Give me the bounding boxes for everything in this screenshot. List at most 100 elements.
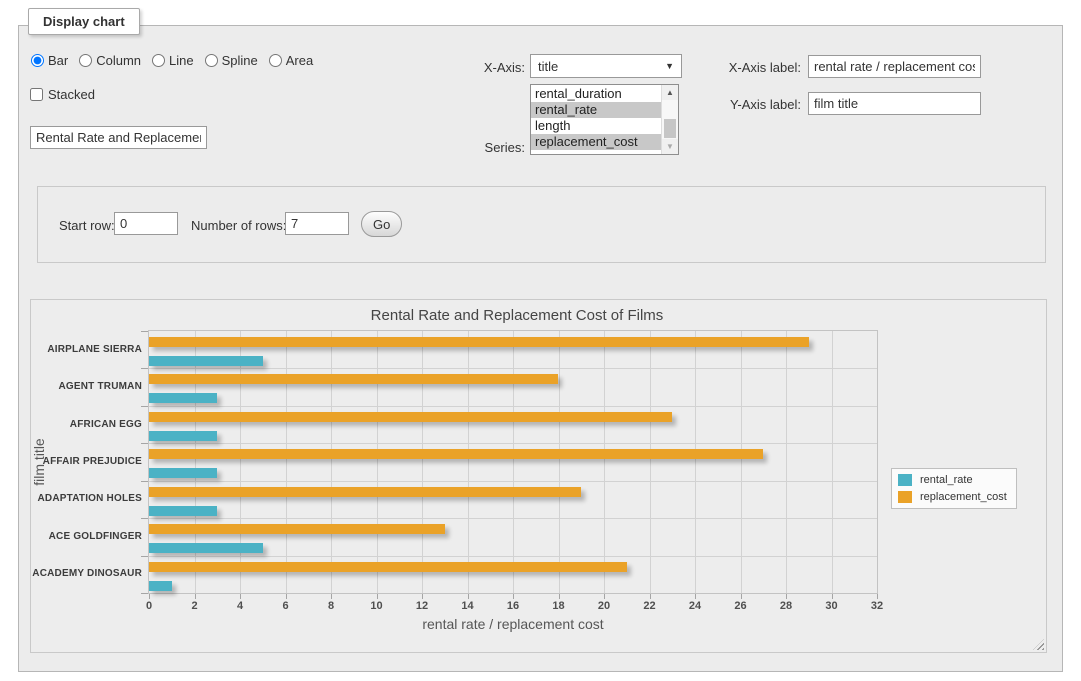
- number-of-rows-label: Number of rows:: [191, 218, 287, 233]
- x-axis-select-value: title: [538, 58, 559, 74]
- y-axis-label-field-label: Y-Axis label:: [729, 97, 801, 112]
- category-label: ADAPTATION HOLES: [37, 493, 142, 505]
- bar-replacement_cost: [149, 524, 445, 535]
- gridline-vertical: [513, 331, 514, 593]
- x-axis-tick-label: 30: [825, 600, 838, 612]
- chart-legend: rental_rate replacement_cost: [891, 468, 1017, 509]
- chart-type-label: Column: [96, 53, 142, 68]
- stacked-checkbox[interactable]: [30, 88, 43, 101]
- number-of-rows-input[interactable]: [285, 212, 349, 235]
- gridline-vertical: [331, 331, 332, 593]
- category-label: ACE GOLDFINGER: [48, 530, 142, 542]
- chart-type-option-area[interactable]: Area: [268, 53, 314, 68]
- x-axis-tick-label: 0: [145, 600, 153, 612]
- legend-swatch-replacement_cost: [898, 491, 912, 503]
- chart-type-label: Line: [169, 53, 194, 68]
- legend-entry-rental_rate: rental_rate: [898, 474, 1007, 486]
- legend-label: rental_rate: [920, 474, 973, 486]
- scroll-up-icon[interactable]: ▲: [662, 85, 678, 100]
- x-axis-tick-label: 26: [734, 600, 747, 612]
- gridline-vertical: [740, 331, 742, 593]
- x-axis-tick: [194, 594, 196, 599]
- stacked-label: Stacked: [48, 87, 95, 102]
- series-option-rental_duration[interactable]: rental_duration: [535, 86, 622, 101]
- gridline-horizontal: [149, 405, 877, 407]
- chart-type-radio-bar[interactable]: [31, 54, 44, 67]
- y-axis-tick: [141, 443, 148, 445]
- y-axis-tick: [141, 331, 148, 332]
- series-option-replacement_cost[interactable]: replacement_cost: [531, 134, 661, 150]
- resize-handle-icon[interactable]: [1033, 639, 1044, 650]
- chart-type-radio-area[interactable]: [268, 54, 282, 67]
- chart-type-option-spline[interactable]: Spline: [204, 53, 258, 68]
- x-axis-tick: [149, 594, 150, 599]
- y-axis-tick: [141, 405, 148, 407]
- chart-container: Rental Rate and Replacement Cost of Film…: [30, 299, 1047, 653]
- gridline-vertical: [285, 331, 287, 593]
- chart-type-label: Area: [285, 53, 314, 68]
- chart-type-label: Bar: [48, 53, 69, 68]
- y-axis-tick: [141, 593, 148, 594]
- x-axis-tick: [740, 594, 742, 599]
- rows-panel: [37, 186, 1046, 263]
- legend-entry-replacement_cost: replacement_cost: [898, 491, 1007, 503]
- category-label: ACADEMY DINOSAUR: [32, 568, 142, 580]
- chart-type-radio-column[interactable]: [79, 54, 93, 67]
- bar-replacement_cost: [149, 561, 627, 572]
- series-option-length[interactable]: length: [535, 118, 571, 133]
- gridline-horizontal: [149, 480, 877, 482]
- gridline-vertical: [649, 331, 651, 593]
- gridline-horizontal: [149, 555, 877, 557]
- chart-type-option-line[interactable]: Line: [152, 53, 194, 68]
- dropdown-arrow-icon: ▼: [665, 61, 674, 71]
- bar-replacement_cost: [149, 411, 673, 422]
- series-option-rental_rate[interactable]: rental_rate: [531, 102, 661, 118]
- x-axis-tick-label: 28: [779, 600, 793, 612]
- chart-type-radio-line[interactable]: [152, 54, 166, 67]
- start-row-input[interactable]: [114, 212, 178, 235]
- x-axis-label-input[interactable]: [808, 55, 981, 78]
- x-axis-tick-label: 4: [236, 600, 244, 612]
- gridline-vertical: [240, 331, 241, 593]
- stacked-option[interactable]: Stacked: [30, 87, 95, 102]
- bar-rental_rate: [149, 505, 218, 516]
- series-listbox[interactable]: rental_duration rental_rate length replacem…: [530, 84, 679, 155]
- fieldset-legend: Display chart: [28, 8, 140, 35]
- chart-title-input[interactable]: [30, 126, 207, 149]
- scrollbar-thumb[interactable]: [664, 119, 676, 138]
- chart-type-option-bar[interactable]: Bar: [31, 53, 68, 68]
- x-axis-tick: [786, 594, 787, 599]
- gridline-vertical: [422, 331, 423, 593]
- chart-canvas: AIRPLANE SIERRA AGENT TRUMAN AFRICAN EGG AF…: [31, 300, 1046, 652]
- bar-rental_rate: [149, 430, 218, 441]
- x-axis-tick: [422, 594, 423, 599]
- y-axis-title: film title: [31, 438, 47, 486]
- x-axis-tick: [285, 594, 287, 599]
- scroll-down-icon[interactable]: ▼: [662, 139, 678, 154]
- chart-type-label: Spline: [221, 53, 258, 68]
- gridline-horizontal: [149, 518, 877, 520]
- x-axis-tick: [604, 594, 605, 599]
- x-axis-tick-label: 14: [461, 600, 474, 612]
- listbox-scrollbar[interactable]: ▲ ▼: [661, 85, 678, 154]
- x-axis-tick-label: 10: [370, 600, 383, 612]
- bar-replacement_cost: [149, 374, 559, 385]
- category-label: AFRICAN EGG: [69, 418, 142, 430]
- chart-type-radio-spline[interactable]: [204, 54, 218, 67]
- x-axis-tick-label: 12: [415, 600, 429, 612]
- x-axis-tick-label: 18: [552, 600, 565, 612]
- x-axis-tick: [513, 594, 514, 599]
- go-button[interactable]: Go: [361, 211, 403, 237]
- gridline-vertical: [786, 331, 787, 593]
- x-axis-tick: [376, 594, 378, 599]
- bar-rental_rate: [149, 543, 263, 554]
- chart-type-option-column[interactable]: Column: [79, 53, 141, 68]
- x-axis-select[interactable]: title ▼: [530, 54, 682, 78]
- x-axis-tick-label: 22: [643, 600, 656, 612]
- y-axis-tick: [141, 518, 148, 520]
- x-axis-tick-label: 20: [597, 600, 611, 612]
- bar-replacement_cost: [149, 486, 582, 497]
- gridline-vertical: [194, 331, 196, 593]
- y-axis-label-input[interactable]: [808, 92, 981, 115]
